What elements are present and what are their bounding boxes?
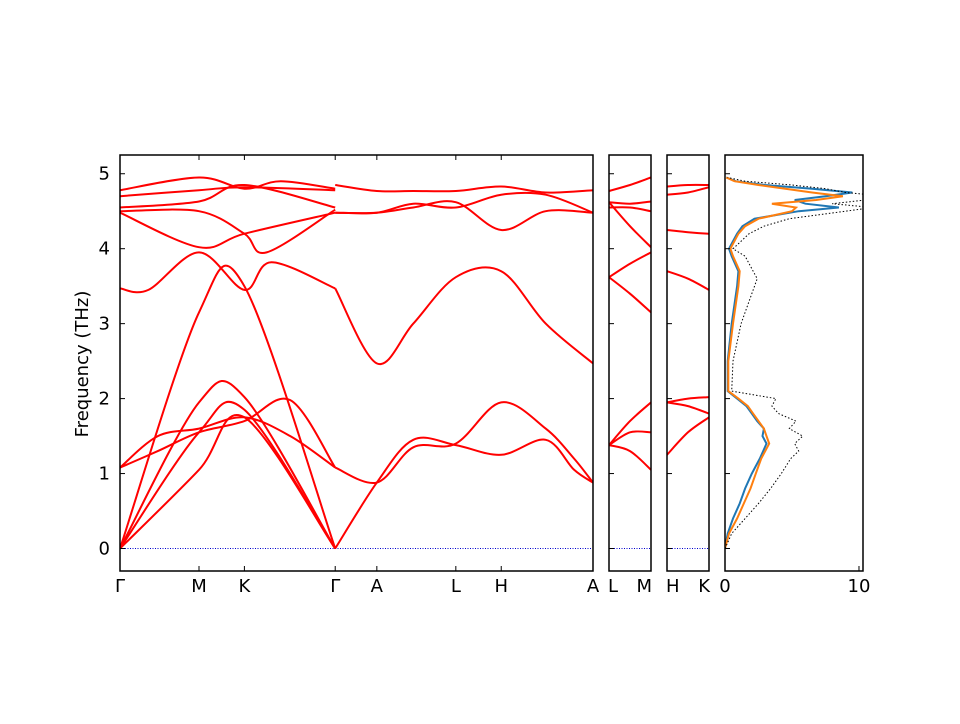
phonon-band-line (609, 176, 651, 192)
phonon-band-line (609, 444, 651, 471)
dos-partial-line (725, 176, 853, 549)
y-tick-label: 4 (99, 239, 110, 260)
phonon-band-line (335, 191, 593, 215)
phonon-band-line (667, 401, 709, 415)
phonon-band-line (667, 229, 709, 235)
dos-panel: 0 10 (719, 154, 871, 597)
x-tick-label: K (238, 576, 251, 597)
x-tick-label: A (371, 576, 384, 597)
phonon-band-line (120, 264, 337, 549)
phonon-band-line (120, 183, 336, 209)
phonon-band-line (335, 184, 593, 194)
phonon-band-line (667, 396, 709, 404)
phonon-band-line (609, 206, 651, 213)
phonon-band-line (334, 401, 593, 485)
phonon-band-line (667, 270, 709, 291)
dos-x-tick-label: 0 (719, 576, 730, 597)
phonon-band-line (120, 379, 337, 550)
y-tick-label: 2 (99, 389, 110, 410)
phonon-band-line (120, 251, 336, 294)
x-tick-label: A (587, 576, 600, 597)
phonon-band-line (120, 211, 336, 249)
band-panel-main: Γ M K Γ A L H A 0 1 2 3 4 5 (99, 154, 600, 597)
x-tick-label: L (608, 576, 618, 597)
x-tick-label: M (636, 576, 652, 597)
y-tick-label: 1 (99, 464, 110, 485)
x-tick-label: Γ (330, 576, 340, 597)
dos-x-tick-label: 10 (848, 576, 871, 597)
x-tick-label: Γ (115, 576, 125, 597)
phonon-band-line (120, 397, 337, 469)
phonon-band-line (667, 416, 709, 456)
x-tick-label: H (494, 576, 508, 597)
y-tick-label: 5 (99, 164, 110, 185)
phonon-band-line (609, 200, 651, 205)
x-tick-label: K (698, 576, 711, 597)
y-axis-label: Frequency (THz) (72, 291, 93, 438)
dos-frame (724, 154, 864, 572)
panel-frame (608, 154, 652, 572)
y-tick-label: 3 (99, 314, 110, 335)
phonon-band-line (609, 401, 651, 446)
x-tick-label: L (451, 576, 461, 597)
x-tick-label: H (666, 576, 680, 597)
phonon-band-line (609, 251, 651, 279)
phonon-band-line (667, 186, 709, 196)
phonon-band-line (120, 208, 336, 255)
phonon-band-line (120, 186, 336, 198)
x-tick-label: M (191, 576, 207, 597)
dos-partial-line (725, 176, 844, 549)
phonon-band-line (120, 176, 336, 192)
phonon-band-line (609, 276, 651, 314)
phonon-band-line (334, 266, 593, 366)
dos-total-line (725, 177, 863, 549)
phonon-band-line (667, 183, 709, 188)
y-tick-label: 0 (99, 539, 110, 560)
phonon-band-line (120, 400, 337, 550)
panel-frame (119, 154, 594, 572)
panel-frame (666, 154, 710, 572)
phonon-band-line (609, 430, 651, 446)
